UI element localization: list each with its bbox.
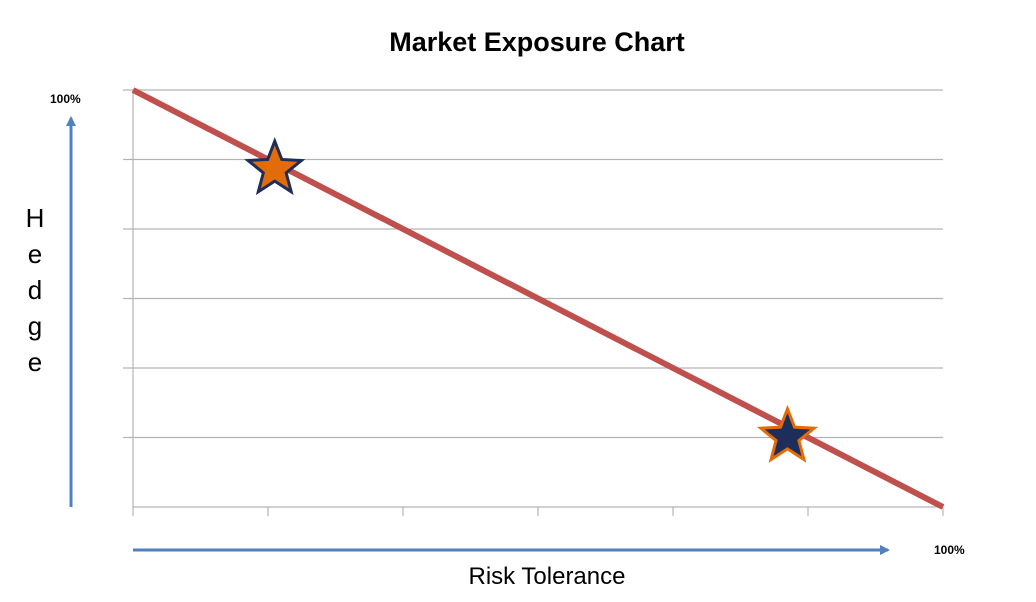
y-axis-label-letter: d (28, 275, 42, 305)
y-max-label: 100% (50, 92, 81, 106)
x-axis-label: Risk Tolerance (469, 563, 626, 590)
y-axis-label-letter: e (28, 239, 42, 269)
axes (132, 90, 944, 516)
markers-group (244, 136, 819, 463)
y-axis-label-letter: H (26, 203, 45, 233)
star-marker-2 (756, 404, 819, 463)
y-axis-label-letter: g (28, 311, 42, 341)
star-marker-1 (244, 136, 306, 196)
x-max-label: 100% (934, 543, 965, 557)
y-axis-label-letter: e (28, 347, 42, 377)
chart-title: Market Exposure Chart (389, 27, 685, 57)
